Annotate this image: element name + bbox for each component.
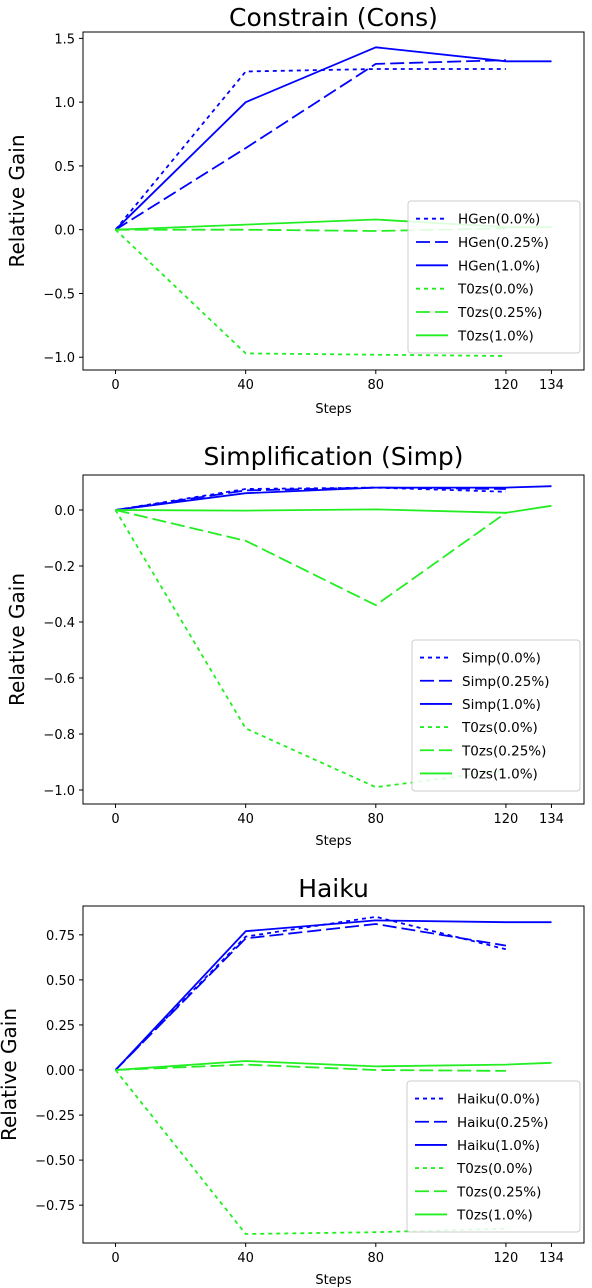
legend-entry: Simp(0.25%)	[462, 674, 549, 690]
y-axis-label: Relative Gain	[5, 573, 29, 706]
x-tick-label: 80	[368, 812, 385, 827]
series-line-haiku-1-0-	[114, 919, 552, 1071]
series-line-t0zs-0-0-	[114, 1069, 506, 1235]
series-line-t0zs-0-0-	[114, 229, 506, 357]
legend-entry: T0zs(1.0%)	[461, 766, 538, 782]
x-tick-label: 134	[539, 378, 564, 393]
y-tick-label: 0.50	[46, 974, 75, 989]
y-tick-label: −0.4	[43, 616, 75, 631]
series-line-t0zs-1-0-	[115, 504, 552, 514]
legend-entry: T0zs(0.0%)	[461, 720, 538, 736]
legend-box	[406, 1080, 581, 1233]
plot-frame	[82, 474, 585, 805]
plot-frame	[82, 905, 585, 1244]
x-axis-label: Steps	[315, 834, 352, 849]
series-group	[114, 485, 552, 789]
y-tick-label: −0.50	[35, 1154, 75, 1169]
y-tick-label: −1.0	[43, 784, 75, 799]
x-tick-label: 134	[539, 812, 564, 827]
y-tick-label: −0.25	[35, 1109, 75, 1124]
legend-entry: T0zs(1.0%)	[456, 1207, 533, 1223]
y-tick-label: −1.0	[43, 351, 75, 366]
y-axis-label: Relative Gain	[5, 135, 29, 268]
x-tick-label: 120	[494, 812, 519, 827]
y-tick-label: −0.2	[43, 560, 75, 575]
legend-box	[411, 639, 581, 792]
legend-entry: T0zs(0.0%)	[457, 282, 534, 298]
y-tick-label: 1.0	[54, 96, 75, 111]
x-tick-label: 120	[494, 378, 519, 393]
x-tick-label: 80	[368, 378, 385, 393]
series-group	[114, 915, 552, 1235]
x-tick-label: 120	[494, 1251, 519, 1266]
legend-entry: Haiku(0.25%)	[457, 1115, 549, 1131]
series-line-t0zs-1-0-	[115, 1060, 552, 1071]
x-tick-label: 40	[237, 1251, 254, 1266]
series-line-hgen-1-0-	[114, 46, 552, 231]
legend-entry: T0zs(0.25%)	[457, 305, 542, 321]
x-tick-label: 0	[111, 1251, 119, 1266]
x-tick-label: 40	[237, 812, 254, 827]
chart-panel-3: Haiku 0 40 80 120 134 −0.75 −0.50 −0.25 0.00 0.25 0…	[0, 874, 585, 1288]
x-tick-label: 80	[368, 1251, 385, 1266]
y-tick-label: 0.25	[46, 1019, 75, 1034]
x-tick-label: 40	[237, 378, 254, 393]
series-line-hgen-0-0-	[114, 68, 506, 231]
x-axis-label: Steps	[315, 1273, 352, 1288]
legend: Simp(0.0%) Simp(0.25%) Simp(1.0%) T0zs(0.0%…	[411, 639, 581, 792]
series-line-simp-1-0-	[115, 485, 552, 511]
legend-entry: T0zs(0.0%)	[456, 1161, 533, 1177]
x-axis-label: Steps	[315, 402, 352, 417]
y-tick-label: 0.0	[54, 224, 75, 239]
legend-entry: HGen(0.25%)	[458, 235, 549, 251]
series-line-haiku-0-0-	[114, 915, 507, 1071]
x-tick-label: 134	[539, 1251, 564, 1266]
legend: HGen(0.0%) HGen(0.25%) HGen(1.0%) T0zs(0.0%…	[407, 200, 581, 354]
chart-title: Simplification (Simp)	[203, 442, 463, 471]
legend-entry: Haiku(1.0%)	[457, 1138, 540, 1154]
series-line-t0zs-0-25-	[115, 1063, 506, 1072]
legend-entry: T0zs(0.25%)	[456, 1184, 541, 1200]
series-line-t0zs-0-25-	[115, 509, 507, 607]
chart-panel-2: Simplification (Simp) 0 40 80 120 134 −1.0 −0.8…	[5, 442, 585, 849]
y-axis-label: Relative Gain	[0, 1008, 21, 1141]
legend-entry: HGen(1.0%)	[458, 258, 540, 274]
y-tick-label: 1.5	[54, 32, 75, 47]
y-tick-label: −0.8	[43, 728, 75, 743]
chart-title: Haiku	[298, 874, 369, 903]
chart-title: Constrain (Cons)	[229, 3, 438, 32]
y-tick-label: −0.5	[43, 287, 75, 302]
legend: Haiku(0.0%) Haiku(0.25%) Haiku(1.0%) T0zs(0…	[406, 1080, 581, 1233]
legend-box	[407, 200, 581, 354]
x-tick-label: 0	[111, 378, 119, 393]
legend-entry: Simp(1.0%)	[462, 697, 541, 713]
legend-entry: HGen(0.0%)	[458, 212, 540, 228]
legend-entry: T0zs(1.0%)	[457, 328, 534, 344]
y-tick-label: −0.75	[35, 1199, 75, 1214]
legend-entry: T0zs(0.25%)	[461, 743, 546, 759]
y-tick-label: 0.00	[46, 1064, 75, 1079]
y-tick-label: 0.0	[54, 504, 75, 519]
series-line-hgen-0-25-	[115, 59, 506, 231]
series-line-haiku-0-25-	[114, 923, 507, 1071]
legend-entry: Simp(0.0%)	[462, 651, 541, 667]
chart-panel-1: Constrain (Cons) 0 40 80 120 134 −1.0 −0.5 0.0 0.…	[5, 3, 585, 417]
x-tick-label: 0	[111, 812, 119, 827]
y-tick-label: 0.75	[46, 929, 75, 944]
y-tick-label: 0.5	[54, 160, 75, 175]
plot-frame	[82, 31, 585, 371]
y-tick-label: −0.6	[43, 672, 75, 687]
series-group	[114, 46, 552, 357]
legend-entry: Haiku(0.0%)	[457, 1092, 540, 1108]
